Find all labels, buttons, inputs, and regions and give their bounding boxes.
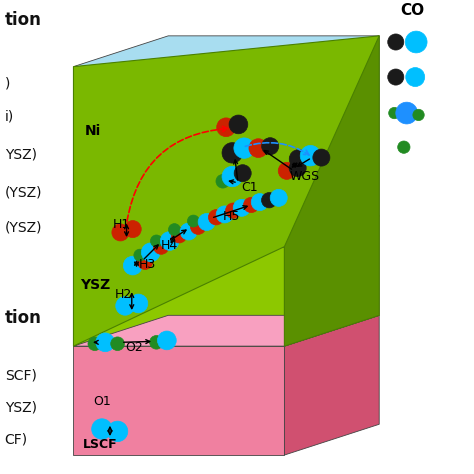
Circle shape bbox=[209, 210, 224, 225]
Circle shape bbox=[226, 203, 241, 219]
Polygon shape bbox=[284, 216, 379, 346]
FancyArrowPatch shape bbox=[127, 127, 228, 221]
Text: SCF): SCF) bbox=[5, 369, 36, 383]
Text: O2: O2 bbox=[126, 341, 143, 354]
Text: H2: H2 bbox=[115, 288, 132, 301]
Circle shape bbox=[413, 109, 424, 121]
Circle shape bbox=[388, 34, 404, 50]
Circle shape bbox=[134, 249, 146, 261]
Text: O1: O1 bbox=[93, 395, 111, 408]
Text: YSZ): YSZ) bbox=[5, 147, 37, 161]
Text: YSZ: YSZ bbox=[80, 278, 110, 292]
Text: Ni: Ni bbox=[84, 124, 100, 138]
Circle shape bbox=[249, 139, 268, 157]
Circle shape bbox=[191, 219, 206, 235]
Circle shape bbox=[406, 68, 425, 87]
Circle shape bbox=[123, 256, 142, 275]
Circle shape bbox=[313, 149, 330, 166]
Circle shape bbox=[216, 206, 233, 223]
Circle shape bbox=[389, 108, 400, 119]
Circle shape bbox=[396, 102, 418, 124]
Circle shape bbox=[262, 137, 279, 155]
Circle shape bbox=[222, 166, 243, 187]
Polygon shape bbox=[284, 315, 379, 455]
Circle shape bbox=[222, 143, 243, 163]
Circle shape bbox=[96, 333, 115, 352]
Circle shape bbox=[216, 174, 229, 188]
Circle shape bbox=[157, 331, 176, 350]
Text: tion: tion bbox=[5, 309, 42, 327]
Polygon shape bbox=[73, 246, 284, 346]
Polygon shape bbox=[284, 36, 379, 346]
Circle shape bbox=[150, 336, 163, 349]
Text: H5: H5 bbox=[223, 210, 240, 223]
Circle shape bbox=[88, 337, 101, 351]
Text: WGS: WGS bbox=[289, 170, 319, 183]
Text: H3: H3 bbox=[139, 258, 156, 272]
Circle shape bbox=[111, 337, 124, 351]
Text: (YSZ): (YSZ) bbox=[5, 220, 42, 235]
Polygon shape bbox=[73, 216, 379, 246]
Text: LSCF: LSCF bbox=[83, 438, 118, 451]
Polygon shape bbox=[284, 36, 379, 246]
Polygon shape bbox=[73, 346, 284, 455]
Circle shape bbox=[141, 243, 160, 262]
Circle shape bbox=[217, 118, 236, 137]
Text: tion: tion bbox=[5, 11, 42, 29]
Circle shape bbox=[234, 164, 251, 182]
Circle shape bbox=[129, 294, 148, 313]
Circle shape bbox=[124, 220, 141, 237]
Circle shape bbox=[405, 31, 427, 53]
Circle shape bbox=[172, 228, 187, 243]
Circle shape bbox=[233, 199, 250, 216]
Circle shape bbox=[278, 162, 295, 179]
Polygon shape bbox=[73, 315, 379, 346]
Circle shape bbox=[251, 193, 268, 210]
Circle shape bbox=[300, 146, 321, 166]
Text: C1: C1 bbox=[242, 181, 258, 194]
Circle shape bbox=[229, 115, 248, 134]
Text: YSZ): YSZ) bbox=[5, 401, 37, 415]
Circle shape bbox=[107, 421, 128, 442]
Circle shape bbox=[270, 189, 287, 206]
Circle shape bbox=[234, 138, 255, 158]
Text: CF): CF) bbox=[5, 432, 28, 447]
Text: i): i) bbox=[5, 109, 14, 123]
Circle shape bbox=[388, 69, 404, 85]
Polygon shape bbox=[73, 67, 284, 246]
Circle shape bbox=[160, 232, 179, 250]
Text: ): ) bbox=[5, 76, 10, 90]
Circle shape bbox=[187, 215, 200, 227]
Text: CO: CO bbox=[401, 3, 424, 18]
Circle shape bbox=[168, 224, 181, 236]
Text: (YSZ): (YSZ) bbox=[5, 185, 42, 199]
Circle shape bbox=[289, 150, 308, 168]
Circle shape bbox=[137, 254, 153, 269]
Text: H4: H4 bbox=[161, 239, 178, 253]
Circle shape bbox=[289, 159, 306, 176]
Circle shape bbox=[244, 197, 259, 213]
Circle shape bbox=[154, 239, 169, 255]
Circle shape bbox=[116, 296, 135, 315]
Circle shape bbox=[198, 213, 215, 230]
Circle shape bbox=[91, 419, 112, 439]
Text: H1: H1 bbox=[113, 218, 130, 231]
Circle shape bbox=[150, 235, 163, 247]
Polygon shape bbox=[73, 36, 379, 67]
Polygon shape bbox=[73, 36, 379, 346]
FancyArrowPatch shape bbox=[246, 143, 309, 155]
Circle shape bbox=[112, 224, 129, 241]
Circle shape bbox=[262, 192, 277, 208]
Circle shape bbox=[398, 141, 410, 153]
Circle shape bbox=[180, 223, 197, 240]
